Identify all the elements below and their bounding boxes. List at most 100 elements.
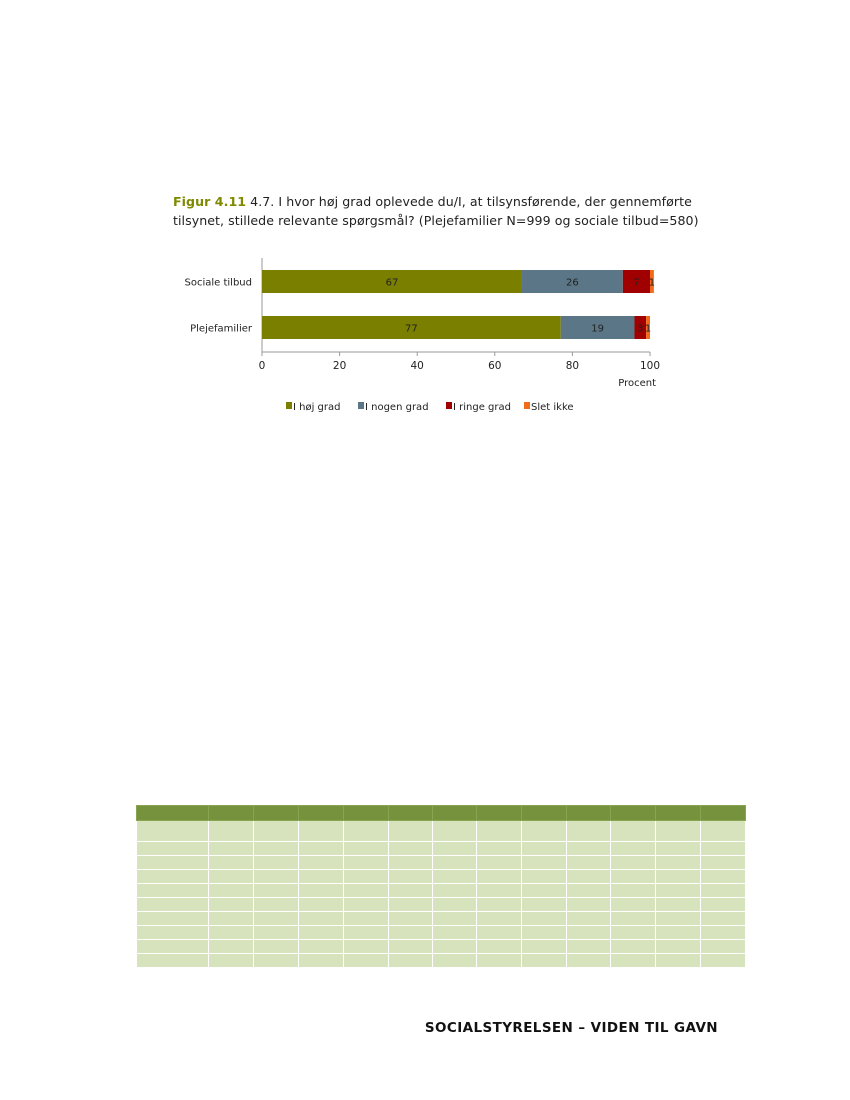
table-cell (208, 820, 254, 842)
table-cell (343, 869, 389, 884)
table-cell (521, 925, 567, 940)
data-label: 77 (405, 324, 418, 335)
table-cell (136, 953, 209, 968)
x-tick-label: 0 (259, 360, 266, 372)
data-label: 1 (645, 324, 651, 335)
table-cell (610, 939, 656, 954)
legend-swatch (524, 402, 530, 409)
table-cell (476, 869, 522, 884)
table-row (136, 953, 746, 968)
table-cell (521, 939, 567, 954)
bar-segment (560, 316, 635, 339)
table-cell (610, 869, 656, 884)
table-cell (343, 911, 389, 926)
table-cell (432, 883, 477, 898)
table-cell (476, 820, 522, 842)
table-cell (388, 911, 433, 926)
table-cell (700, 925, 746, 940)
table-cell (610, 820, 656, 842)
table-cell (610, 883, 656, 898)
table-cell (700, 855, 746, 870)
table-cell (521, 869, 567, 884)
table-row (136, 939, 746, 954)
table-cell (521, 855, 567, 870)
table-cell (136, 883, 209, 898)
x-tick-label: 40 (411, 360, 424, 372)
table-cell (343, 883, 389, 898)
table-cell (521, 883, 567, 898)
table-cell (208, 855, 254, 870)
table-cell (521, 820, 567, 842)
x-tick-label: 80 (566, 360, 579, 372)
table-row (136, 883, 746, 898)
table-cell (388, 869, 433, 884)
table-cell (298, 841, 344, 856)
table-cell (298, 939, 344, 954)
x-axis-title: Procent (618, 378, 656, 389)
table-cell (476, 925, 522, 940)
table-cell (388, 897, 433, 912)
legend-swatch (286, 402, 292, 409)
x-tick-label: 60 (488, 360, 501, 372)
table-cell (388, 841, 433, 856)
table-cell (566, 883, 611, 898)
table-cell (253, 841, 299, 856)
table-cell (655, 939, 701, 954)
bar-segment (622, 270, 650, 293)
table-cell (208, 897, 254, 912)
x-tick-label: 20 (333, 360, 346, 372)
table-cell (298, 820, 344, 842)
legend-label: I nogen grad (365, 402, 429, 413)
table-cell (298, 911, 344, 926)
table-cell (136, 897, 209, 912)
legend-swatch (446, 402, 452, 409)
table-cell (432, 939, 477, 954)
table-cell (566, 855, 611, 870)
table-cell (343, 897, 389, 912)
table-cell (655, 925, 701, 940)
table-row (136, 820, 746, 842)
empty-table (136, 805, 746, 968)
category-label: Sociale tilbud (185, 278, 253, 289)
bar-segment (650, 270, 654, 293)
table-cell (208, 805, 254, 821)
table-cell (700, 869, 746, 884)
table-cell (655, 953, 701, 968)
table-cell (388, 805, 433, 821)
table-cell (476, 855, 522, 870)
table-cell (298, 953, 344, 968)
table-cell (610, 953, 656, 968)
table-cell (521, 953, 567, 968)
table-cell (476, 805, 522, 821)
table-cell (521, 841, 567, 856)
table-cell (655, 869, 701, 884)
table-cell (432, 820, 477, 842)
table-cell (476, 883, 522, 898)
bar-segment (262, 270, 522, 293)
table-cell (208, 925, 254, 940)
legend-swatch (358, 402, 364, 409)
table-cell (566, 925, 611, 940)
table-cell (566, 820, 611, 842)
footer-brand: SOCIALSTYRELSEN – VIDEN TIL GAVN (424, 1020, 718, 1036)
table-row (136, 841, 746, 856)
table-cell (388, 953, 433, 968)
table-cell (343, 820, 389, 842)
table-cell (208, 883, 254, 898)
category-label: Plejefamilier (190, 324, 253, 335)
table-cell (343, 805, 389, 821)
table-cell (253, 939, 299, 954)
table-cell (476, 939, 522, 954)
table-cell (208, 841, 254, 856)
table-cell (432, 841, 477, 856)
table-cell (700, 841, 746, 856)
table-cell (343, 939, 389, 954)
table-cell (136, 855, 209, 870)
table-cell (476, 897, 522, 912)
data-label: 26 (566, 278, 579, 289)
table-cell (136, 939, 209, 954)
table-cell (343, 855, 389, 870)
table-cell (298, 883, 344, 898)
table-cell (655, 820, 701, 842)
